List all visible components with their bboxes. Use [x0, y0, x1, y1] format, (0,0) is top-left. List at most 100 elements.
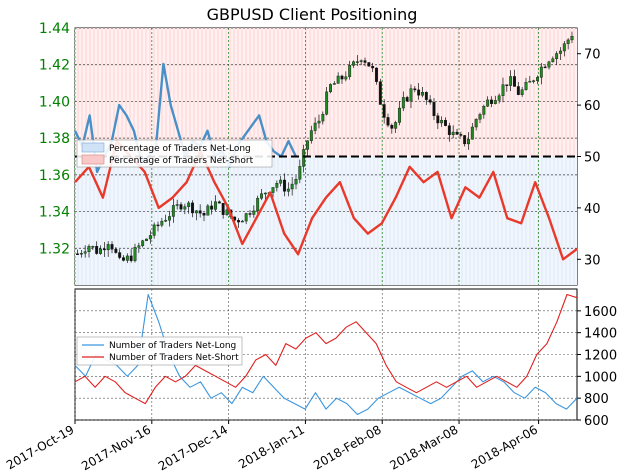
top-left-ticks: 1.32 1.34 1.36 1.38 1.40 1.42 1.44	[39, 21, 70, 257]
x-tick-label-4: 2018-Feb-08	[311, 422, 384, 472]
left-tick-label-1: 1.34	[39, 205, 70, 221]
candle-body-112	[505, 84, 509, 86]
candle-body-71	[348, 65, 352, 77]
candle-body-125	[555, 53, 559, 60]
candle-body-27	[179, 204, 183, 210]
candle-body-17	[141, 240, 145, 246]
candle-body-116	[520, 89, 524, 95]
candle-body-95	[440, 119, 444, 124]
candle-body-86	[405, 97, 409, 102]
candle-body-19	[148, 235, 152, 240]
candle-body-111	[501, 84, 505, 96]
candle-body-113	[509, 76, 513, 86]
top-shading	[75, 28, 577, 285]
chart-title: GBPUSD Client Positioning	[207, 5, 418, 24]
candle-body-59	[302, 149, 306, 167]
series-line-traders-long	[74, 293, 578, 416]
candle-body-118	[528, 80, 532, 83]
left-tick-label-2: 1.36	[39, 168, 70, 184]
candle-body-114	[513, 76, 516, 87]
candle-body-103	[470, 126, 474, 140]
candle-body-44	[244, 213, 248, 222]
bottom-legend-box	[76, 336, 243, 366]
legend-label-traders-short: Number of Traders Net-Short	[109, 353, 239, 363]
x-tick-label-1: 2017-Nov-16	[79, 422, 153, 473]
candle-body-90	[421, 92, 424, 96]
candle-body-128	[566, 39, 570, 44]
candle-body-64	[321, 114, 325, 122]
right-tick-label-0: 30	[584, 253, 601, 268]
bottom-lines	[74, 293, 578, 416]
candle-body-1	[79, 253, 83, 255]
candle-body-97	[447, 125, 451, 136]
candle-body-21	[156, 224, 160, 227]
bottom-tick-label-5: 1600	[584, 305, 617, 320]
x-axis-ticks: 2017-Oct-19 2017-Nov-16 2017-Dec-14 2018-Ja…	[4, 420, 540, 473]
net-long-shading	[75, 156, 577, 285]
x-tick-label-6: 2018-Apr-06	[469, 422, 540, 471]
right-tick-label-1: 40	[584, 202, 601, 217]
candle-body-62	[313, 122, 317, 131]
candle-body-2	[83, 251, 87, 254]
x-tick-label-0: 2017-Oct-19	[4, 422, 76, 472]
candle-body-117	[524, 82, 528, 90]
bottom-tick-label-1: 800	[584, 392, 609, 407]
candle-body-58	[298, 166, 302, 180]
left-tick-label-4: 1.40	[39, 94, 70, 110]
candle-body-73	[355, 61, 359, 63]
candle-body-119	[532, 80, 536, 82]
candle-body-20	[152, 224, 156, 236]
candle-body-77	[371, 66, 375, 69]
candle-body-70	[344, 76, 348, 80]
candle-body-9	[110, 244, 114, 250]
candle-body-76	[367, 62, 371, 67]
candle-body-100	[459, 134, 463, 136]
bottom-tick-label-4: 1400	[584, 327, 617, 342]
right-tick-label-4: 70	[584, 48, 601, 63]
legend-label-traders-long: Number of Traders Net-Long	[109, 341, 236, 351]
candle-body-89	[417, 89, 421, 96]
candle-body-38	[221, 202, 225, 215]
candle-body-3	[87, 246, 91, 252]
series-line-traders-short	[74, 293, 578, 405]
candle-body-121	[539, 66, 543, 78]
candle-body-61	[309, 130, 313, 141]
candle-body-107	[486, 99, 490, 107]
candle-body-63	[317, 120, 321, 124]
candle-body-13	[125, 255, 129, 261]
bottom-panel: 600 800 1000 1200 1400 1600 Number of Traders…	[74, 288, 617, 429]
candle-body-37	[217, 201, 221, 204]
candle-body-32	[198, 210, 202, 214]
candle-body-94	[436, 115, 440, 124]
candle-body-123	[547, 61, 551, 68]
x-tick-label-3: 2018-Jan-11	[236, 422, 307, 471]
candle-body-23	[164, 219, 168, 222]
candle-body-51	[271, 187, 275, 193]
candle-body-72	[352, 61, 355, 66]
candle-body-69	[340, 75, 344, 80]
candle-body-67	[332, 83, 336, 85]
candle-body-66	[329, 84, 332, 93]
candle-body-93	[432, 102, 436, 116]
candle-body-16	[137, 245, 141, 248]
bottom-grid	[74, 289, 577, 421]
candle-body-101	[463, 135, 467, 145]
candle-body-18	[145, 238, 148, 241]
candle-body-84	[398, 107, 401, 123]
candle-body-78	[375, 67, 378, 82]
candle-body-7	[102, 248, 106, 251]
candle-body-0	[76, 253, 79, 255]
candle-body-74	[359, 60, 363, 62]
candle-body-28	[183, 206, 187, 210]
candle-body-75	[363, 60, 367, 63]
candle-body-33	[202, 213, 206, 216]
top-legend-box	[76, 139, 273, 168]
candle-body-43	[240, 220, 244, 223]
candle-body-35	[210, 205, 214, 210]
bottom-tick-label-2: 1000	[584, 370, 617, 385]
candle-body-36	[214, 201, 217, 210]
candle-body-122	[543, 66, 547, 69]
